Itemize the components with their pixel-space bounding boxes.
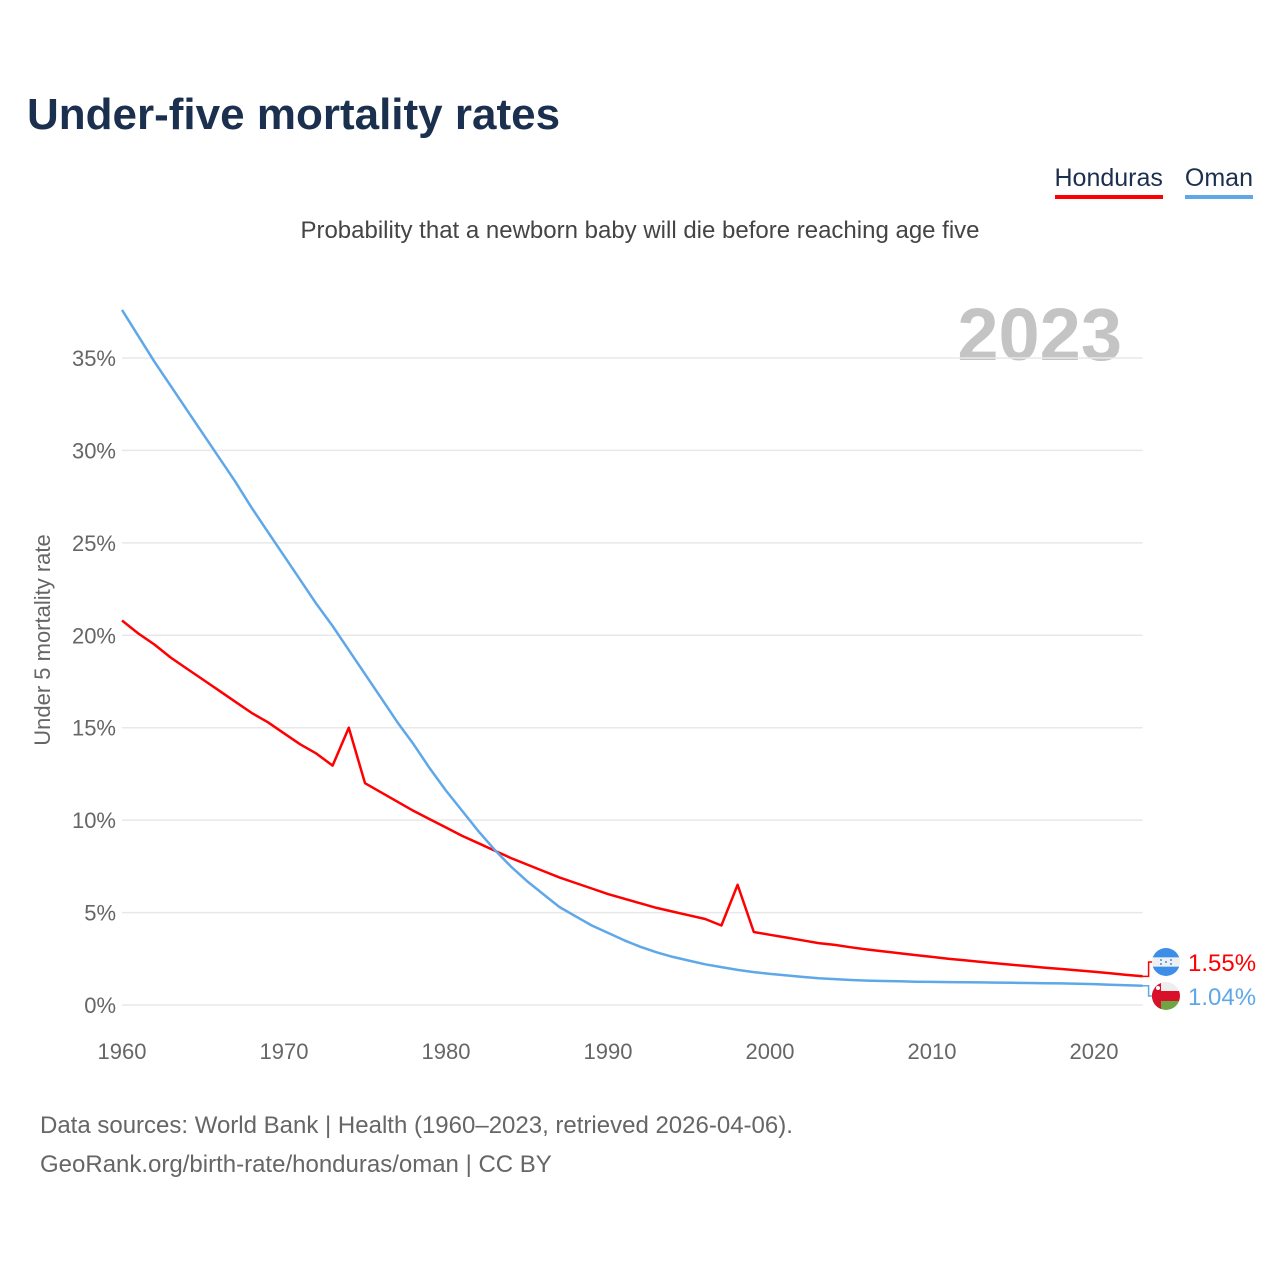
y-axis-label: Under 5 mortality rate xyxy=(30,534,55,746)
series-line-honduras xyxy=(121,619,1143,978)
x-tick-label: 1990 xyxy=(584,1039,633,1064)
x-tick-label: 2000 xyxy=(746,1039,795,1064)
y-tick-label: 5% xyxy=(84,901,116,926)
y-tick-label: 20% xyxy=(72,623,116,648)
y-tick-label: 35% xyxy=(72,346,116,371)
x-tick-label: 2010 xyxy=(908,1039,957,1064)
connector-line xyxy=(1142,985,1155,997)
end-value-label: 1.55% xyxy=(1188,950,1256,977)
legend-item-oman[interactable]: Oman xyxy=(1184,164,1253,199)
legend-item-honduras[interactable]: Honduras xyxy=(1054,164,1163,199)
honduras-flag-icon xyxy=(1152,948,1180,976)
legend: Honduras Oman xyxy=(1054,164,1253,199)
x-tick-label: 1960 xyxy=(98,1039,147,1064)
oman-flag-icon xyxy=(1152,982,1180,1010)
year-label: 2023 xyxy=(957,293,1122,376)
series-line-oman xyxy=(120,309,1143,988)
y-tick-label: 10% xyxy=(72,808,116,833)
footer: Data sources: World Bank | Health (1960–… xyxy=(40,1106,793,1184)
chart-title: Under-five mortality rates xyxy=(27,90,561,139)
data-source: Data sources: World Bank | Health (1960–… xyxy=(40,1112,793,1139)
y-tick-label: 30% xyxy=(72,438,116,463)
x-tick-label: 1980 xyxy=(422,1039,471,1064)
end-value-label: 1.04% xyxy=(1188,984,1256,1011)
y-tick-label: 25% xyxy=(72,531,116,556)
x-tick-label: 1970 xyxy=(260,1039,309,1064)
y-tick-label: 15% xyxy=(72,716,116,741)
chart-subtitle: Probability that a newborn baby will die… xyxy=(300,217,980,244)
source-link[interactable]: GeoRank.org/birth-rate/honduras/oman | C… xyxy=(40,1151,552,1178)
connector-line xyxy=(1142,961,1155,978)
y-tick-label: 0% xyxy=(84,993,116,1018)
x-tick-label: 2020 xyxy=(1070,1039,1119,1064)
